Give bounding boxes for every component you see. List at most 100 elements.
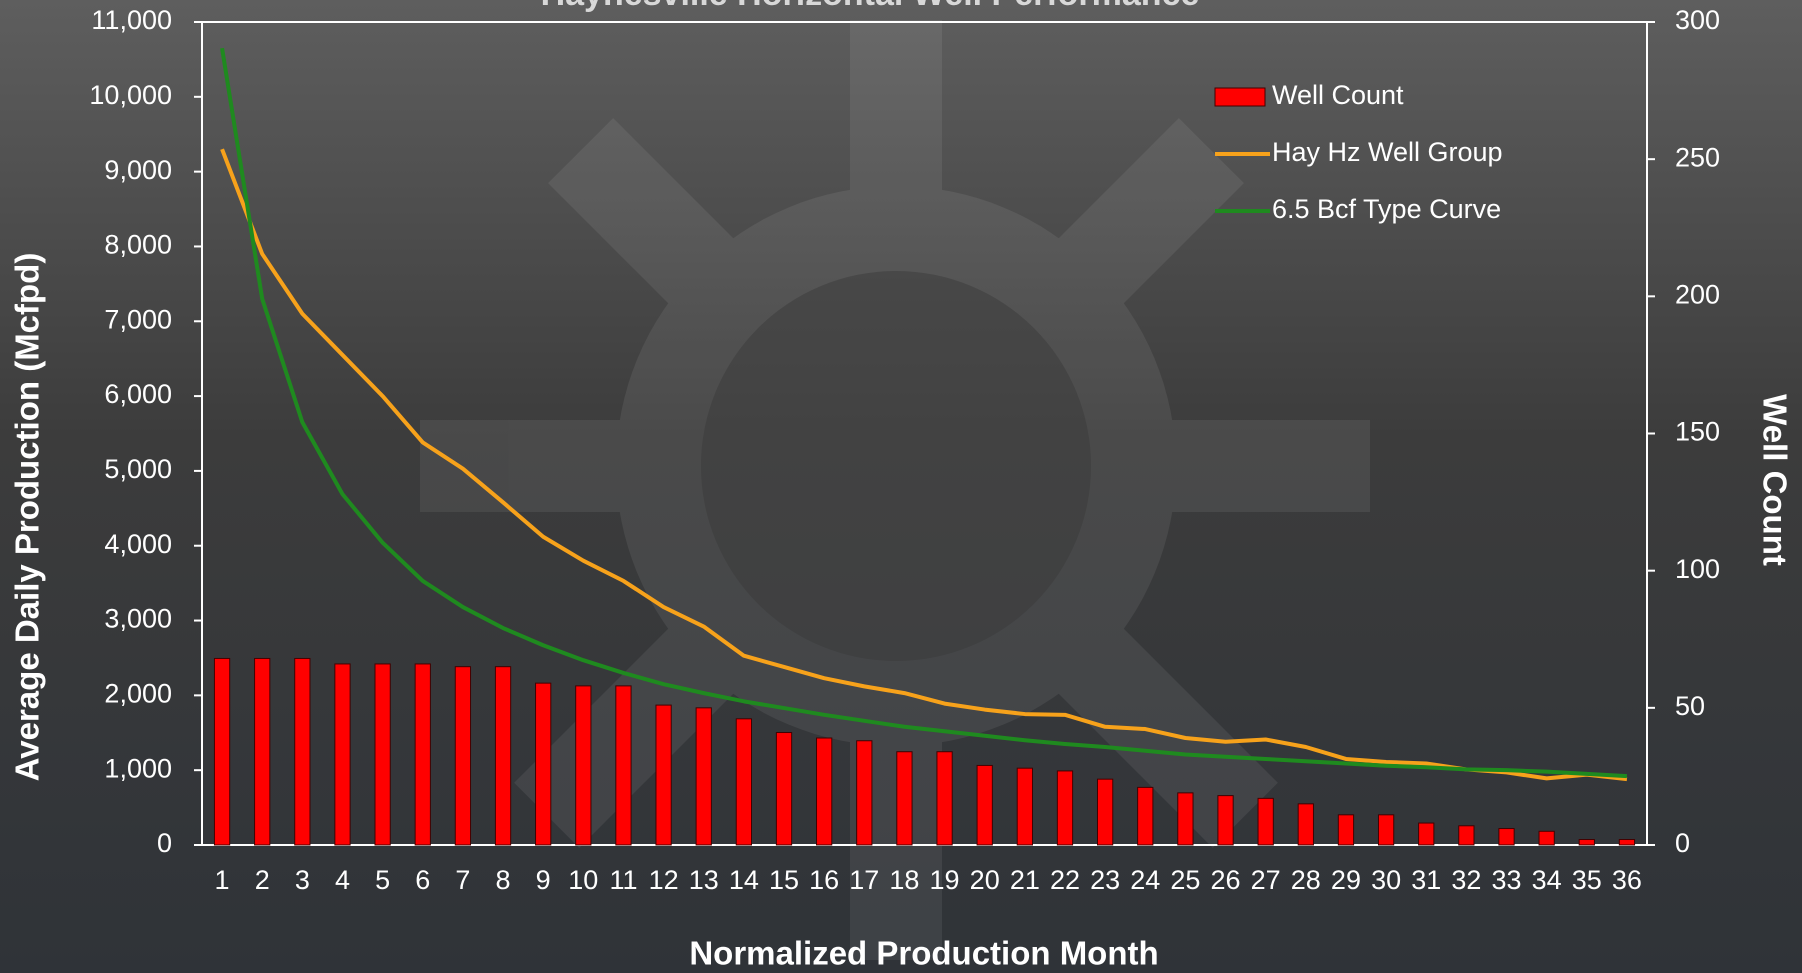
y-tick-label: 8,000 [104,230,172,260]
bar [1539,831,1554,845]
y2-tick-label: 0 [1675,828,1690,858]
chart-title: Haynesville Horizontal Well Performance [541,0,1200,13]
bar [1459,826,1474,845]
y2-tick-label: 150 [1675,417,1720,447]
bar [295,658,310,845]
bar [616,686,631,845]
bar [1419,823,1434,845]
x-tick-label: 21 [1010,865,1040,895]
legend-label: 6.5 Bcf Type Curve [1272,194,1501,224]
bar [495,667,510,845]
y-tick-label: 10,000 [89,80,172,110]
x-tick-label: 10 [568,865,598,895]
y-tick-label: 5,000 [104,454,172,484]
x-tick-label: 13 [689,865,719,895]
y-tick-label: 6,000 [104,379,172,409]
y-tick-label: 0 [157,828,172,858]
bar [897,752,912,845]
bar [1378,815,1393,845]
x-tick-label: 18 [889,865,919,895]
bar [576,686,591,845]
legend-label: Well Count [1272,80,1404,110]
x-tick-label: 33 [1491,865,1521,895]
x-tick-label: 30 [1371,865,1401,895]
y2-tick-label: 250 [1675,142,1720,172]
y-axis-title: Average Daily Production (Mcfpd) [9,253,46,782]
x-tick-label: 35 [1572,865,1602,895]
x-tick-label: 16 [809,865,839,895]
bar [455,667,470,845]
y2-tick-label: 50 [1675,691,1705,721]
x-tick-label: 7 [455,865,470,895]
bar [937,752,952,845]
y-tick-label: 1,000 [104,753,172,783]
y2-tick-label: 300 [1675,5,1720,35]
x-tick-label: 12 [649,865,679,895]
bar [776,733,791,845]
y2-tick-label: 100 [1675,554,1720,584]
bar [214,658,229,845]
x-tick-label: 20 [970,865,1000,895]
legend-label: Hay Hz Well Group [1272,137,1503,167]
x-tick-label: 17 [849,865,879,895]
bar [1218,796,1233,845]
background-logo-core [701,271,1091,661]
x-tick-label: 31 [1411,865,1441,895]
bar [817,738,832,845]
x-tick-label: 27 [1251,865,1281,895]
bar [1138,787,1153,845]
x-tick-label: 22 [1050,865,1080,895]
x-tick-label: 9 [536,865,551,895]
y2-axis-title: Well Count [1756,394,1793,566]
bar [1097,779,1112,845]
bar [1298,804,1313,845]
bar [977,765,992,845]
bar [415,664,430,845]
bar [1579,840,1594,845]
x-tick-label: 8 [496,865,511,895]
x-tick-label: 34 [1532,865,1562,895]
legend-swatch [1215,88,1265,106]
y-tick-label: 7,000 [104,304,172,334]
bar [857,741,872,845]
x-tick-label: 28 [1291,865,1321,895]
page: {"chart_data": {"type": "combo", "title"… [0,0,1802,973]
x-tick-label: 3 [295,865,310,895]
x-tick-label: 2 [255,865,270,895]
x-tick-label: 4 [335,865,350,895]
bar [1178,793,1193,845]
bar [1017,768,1032,845]
x-tick-label: 1 [215,865,230,895]
bar [1057,771,1072,845]
y2-tick-label: 200 [1675,279,1720,309]
bar [696,708,711,845]
x-tick-label: 19 [930,865,960,895]
bar [335,664,350,845]
x-tick-label: 5 [375,865,390,895]
x-tick-label: 36 [1612,865,1642,895]
y-tick-label: 2,000 [104,678,172,708]
bar [536,683,551,845]
x-axis-title: Normalized Production Month [689,935,1158,972]
bar [255,658,270,845]
x-tick-label: 11 [609,865,637,895]
bar [736,719,751,845]
x-tick-label: 26 [1211,865,1241,895]
bar [1338,815,1353,845]
y-tick-label: 4,000 [104,529,172,559]
chart: Haynesville Horizontal Well Performance … [0,0,1802,973]
bar [1499,829,1514,845]
x-tick-label: 25 [1170,865,1200,895]
y-tick-label: 3,000 [104,604,172,634]
x-tick-label: 6 [415,865,430,895]
x-tick-label: 32 [1451,865,1481,895]
x-tick-label: 24 [1130,865,1160,895]
bar [375,664,390,845]
x-tick-label: 15 [769,865,799,895]
y-tick-label: 11,000 [91,5,172,35]
x-tick-label: 29 [1331,865,1361,895]
x-tick-label: 14 [729,865,759,895]
bar [656,705,671,845]
bar [1258,798,1273,845]
x-tick-label: 23 [1090,865,1120,895]
